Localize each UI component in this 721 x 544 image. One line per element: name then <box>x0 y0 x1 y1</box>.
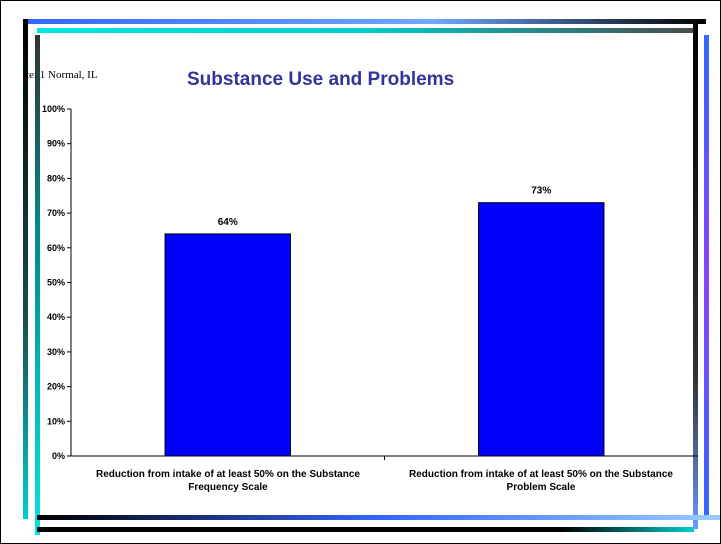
frame-bottom-dark-bar <box>37 527 694 532</box>
bar <box>164 233 291 457</box>
bar <box>478 202 605 457</box>
category-label-line: Frequency Scale <box>188 482 268 493</box>
y-tick-label: 100% <box>42 104 65 114</box>
category-label-line: Reduction from intake of at least 50% on… <box>96 469 360 480</box>
frame-bottom-blue-bar <box>37 515 720 520</box>
category-label-line: Problem Scale <box>506 482 576 493</box>
y-tick-label: 60% <box>47 243 65 253</box>
bar-data-label: 73% <box>531 186 551 197</box>
y-tick-label: 90% <box>47 139 65 149</box>
site-label: ite: 1 Normal, IL <box>23 69 98 81</box>
category-label-problem: Reduction from intake of at least 50% on… <box>391 468 691 494</box>
bar-data-label: 64% <box>218 217 238 228</box>
frame-left-teal-bar <box>35 35 40 535</box>
chart-title: Substance Use and Problems <box>187 69 455 90</box>
y-tick-label: 50% <box>47 278 65 288</box>
category-label-line: Reduction from intake of at least 50% on… <box>409 469 673 480</box>
y-tick-label: 30% <box>47 347 65 357</box>
y-tick-label: 40% <box>47 312 65 322</box>
y-tick-label: 10% <box>47 416 65 426</box>
category-label-frequency: Reduction from intake of at least 50% on… <box>78 468 378 494</box>
y-tick-label: 80% <box>47 173 65 183</box>
frame-right-dark-bar <box>693 24 698 529</box>
frame-left-dark-bar <box>23 19 28 519</box>
frame-top-dark-bar <box>23 19 706 24</box>
y-tick-label: 70% <box>47 208 65 218</box>
frame-right-purple-bar <box>704 35 709 519</box>
y-tick-label: 0% <box>52 451 65 461</box>
y-tick-label: 20% <box>47 382 65 392</box>
frame-top-teal-bar <box>37 28 694 33</box>
